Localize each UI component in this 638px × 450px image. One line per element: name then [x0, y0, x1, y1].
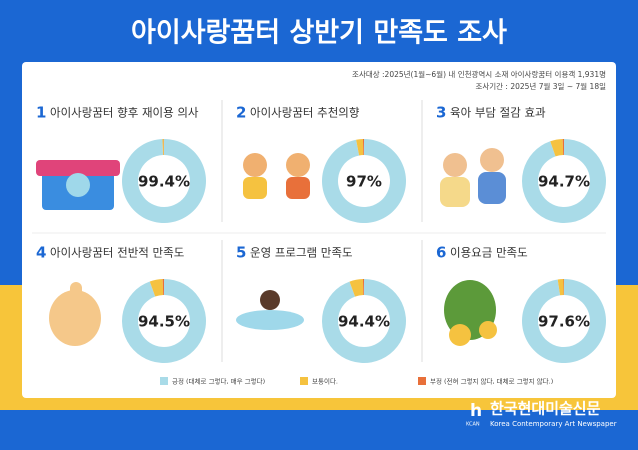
donut-segment [349, 279, 364, 297]
center-label: 99.4% [138, 173, 190, 191]
donut-segment [162, 139, 164, 156]
center-label: 97% [346, 173, 382, 191]
chart-number: 2 [236, 104, 246, 122]
donut-segment [562, 139, 564, 156]
logo: KCAN [466, 422, 480, 428]
chart-number: 6 [436, 244, 446, 262]
note: 조사기간 : 2025년 7월 3일 ~ 7월 18일 [475, 81, 606, 91]
donut-segment [563, 279, 564, 296]
chart-number: 1 [36, 104, 46, 122]
chart-number: 3 [436, 104, 446, 122]
donut-segment [122, 139, 207, 223]
donut-segment [557, 279, 564, 296]
donut-segment [322, 138, 407, 223]
donut-segment [522, 279, 606, 363]
donut-segment [356, 139, 364, 156]
legend-swatch [160, 377, 168, 385]
logo-mark: h [470, 401, 482, 421]
chart-title: 이용요금 만족도 [450, 246, 528, 260]
chart-number: 5 [236, 244, 246, 262]
legend-swatch [300, 377, 308, 385]
note: 조사대상 :2025년(1월~6월) 내 인천광역시 소재 아이사랑꿈터 이용객… [352, 69, 606, 79]
chart-title: 아이사랑꿈터 향후 재이용 의사 [50, 106, 199, 120]
illustration [36, 148, 506, 346]
center-label: 97.6% [538, 313, 590, 331]
donut-segment [362, 139, 364, 156]
donut-segment [149, 279, 164, 297]
chart-title: 운영 프로그램 만족도 [250, 246, 353, 260]
legend-label: 부정 (전혀 그렇지 않다, 대체로 그렇지 않다.) [430, 377, 553, 386]
center-label: 94.4% [338, 313, 390, 331]
chart-title: 아이사랑꿈터 전반적 만족도 [50, 246, 184, 260]
donut-segment [522, 139, 607, 223]
brand-en: Korea Contemporary Art Newspaper [490, 420, 617, 428]
donut-segment [121, 279, 206, 364]
donut-segment [362, 279, 364, 296]
legend-label: 보통이다. [312, 377, 338, 386]
donut-segment [550, 139, 564, 157]
center-label: 94.7% [538, 173, 590, 191]
title: 아이사랑꿈터 상반기 만족도 조사 [131, 18, 507, 49]
chart-number: 4 [36, 244, 46, 262]
legend-label: 긍정 (대체로 그렇다, 매우 그렇다) [172, 377, 265, 386]
donut-segment [322, 279, 407, 364]
chart-title: 육아 부담 절감 효과 [450, 106, 546, 120]
center-label: 94.5% [138, 313, 190, 331]
donut-segment [162, 279, 164, 296]
legend-swatch [418, 377, 426, 385]
footer-band [0, 410, 638, 450]
brand: 한국현대미술신문 [490, 400, 601, 418]
chart-title: 아이사랑꿈터 추천의향 [250, 106, 360, 120]
